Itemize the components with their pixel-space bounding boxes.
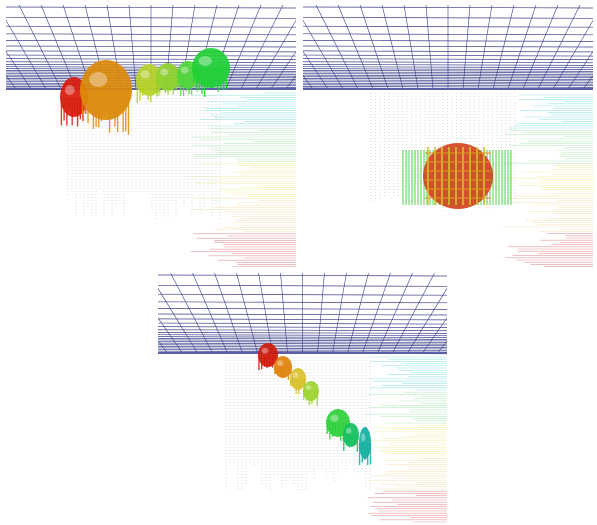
grid-mesh: [158, 273, 447, 355]
grid-line-vertical: [567, 50, 593, 90]
grid-line-vertical: [552, 19, 593, 90]
grid-line-vertical: [377, 273, 413, 354]
blob-highlight: [89, 72, 108, 87]
grid-line-vertical: [422, 317, 447, 354]
panel-top-right-plot: [303, 5, 593, 267]
blob-highlight: [361, 433, 366, 442]
grid-line-vertical: [362, 273, 391, 354]
panel-top-right: [303, 5, 593, 267]
blob-highlight: [160, 68, 169, 76]
blob-highlight: [277, 360, 284, 366]
blob-highlight: [305, 385, 312, 390]
grid-line-vertical: [407, 287, 447, 354]
panel-top-left-plot: [6, 5, 296, 267]
blob-body: [303, 381, 319, 401]
grid-line-vertical: [158, 287, 198, 354]
grid-line-vertical: [337, 5, 374, 90]
blob-2: [274, 356, 292, 380]
blob-highlight: [64, 85, 75, 95]
grid-line-vertical: [303, 50, 329, 90]
grid-line-vertical: [128, 5, 137, 90]
grid-line-vertical: [214, 273, 243, 354]
grid-line-vertical: [225, 5, 262, 90]
blob-main-pattern: [425, 147, 491, 205]
blob-highlight: [261, 347, 269, 354]
blob-main: [423, 143, 493, 209]
blob-6: [343, 423, 359, 452]
blob-highlight: [292, 372, 299, 378]
panel-top-left: [6, 5, 296, 267]
vertical-line-field: [225, 357, 371, 493]
grid-line-vertical: [270, 50, 296, 90]
blob-body: [80, 60, 132, 120]
grid-line-vertical: [6, 50, 32, 90]
grid-line-vertical: [477, 5, 493, 90]
blob-body: [258, 343, 278, 367]
grid-line-vertical: [258, 273, 273, 354]
grid-line-vertical: [522, 5, 559, 90]
blob-highlight: [140, 70, 150, 79]
grid-line-vertical: [492, 5, 515, 90]
grid-line-vertical: [40, 5, 77, 90]
blob-2: [80, 60, 132, 135]
blob-body: [274, 356, 292, 378]
blob-4: [303, 381, 319, 406]
grid-line-vertical: [392, 273, 435, 354]
grid-line-vertical: [280, 273, 288, 354]
blob-6: [192, 48, 230, 98]
horizontal-line-field: [365, 356, 447, 523]
grid-line-vertical: [6, 19, 47, 90]
grid-line-vertical: [425, 5, 434, 90]
blob-3: [136, 64, 162, 104]
grid-line-vertical: [192, 273, 228, 354]
blob-body: [156, 63, 180, 91]
blob-body: [192, 48, 230, 88]
blob-body: [136, 64, 162, 96]
grid-line-vertical: [332, 273, 347, 354]
grid-line-vertical: [462, 5, 471, 90]
horizontal-line-field: [503, 94, 593, 267]
grid-line-vertical: [347, 273, 369, 354]
blob-highlight: [345, 427, 352, 434]
grid-line-vertical: [255, 19, 296, 90]
grid-line-vertical: [170, 273, 213, 354]
blob-highlight: [198, 56, 212, 66]
grid-line-vertical: [303, 19, 344, 90]
blob-highlight: [180, 66, 189, 74]
blob-highlight: [330, 414, 339, 422]
blob-4: [156, 63, 180, 97]
grid-line-vertical: [18, 5, 62, 90]
panel-bottom-plot: [158, 273, 447, 523]
blob-body: [343, 423, 359, 447]
blob-body: [290, 368, 306, 390]
grid-line-vertical: [317, 273, 325, 354]
grid-mesh: [303, 5, 593, 90]
grid-line-vertical: [381, 5, 404, 90]
grid-line-vertical: [359, 5, 389, 90]
panel-bottom: [158, 273, 447, 523]
horizontal-line-field: [190, 92, 296, 267]
grid-line-vertical: [507, 5, 537, 90]
grid-line-vertical: [236, 273, 258, 354]
grid-line-vertical: [240, 5, 284, 90]
blob-7: [358, 427, 372, 466]
grid-line-vertical: [158, 317, 183, 354]
grid-line-vertical: [403, 5, 419, 90]
grid-line-vertical: [315, 5, 359, 90]
blob-body: [359, 427, 371, 459]
blob-1: [258, 343, 278, 371]
grid-line-vertical: [537, 5, 581, 90]
